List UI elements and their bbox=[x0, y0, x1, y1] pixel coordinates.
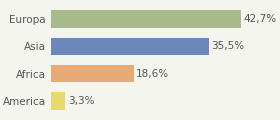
Text: 18,6%: 18,6% bbox=[136, 69, 169, 79]
Text: 42,7%: 42,7% bbox=[243, 14, 276, 24]
Bar bbox=[51, 38, 209, 55]
Text: 35,5%: 35,5% bbox=[211, 41, 244, 51]
Bar bbox=[51, 92, 66, 110]
Bar bbox=[51, 10, 241, 28]
Bar bbox=[51, 65, 134, 82]
Text: 3,3%: 3,3% bbox=[68, 96, 94, 106]
